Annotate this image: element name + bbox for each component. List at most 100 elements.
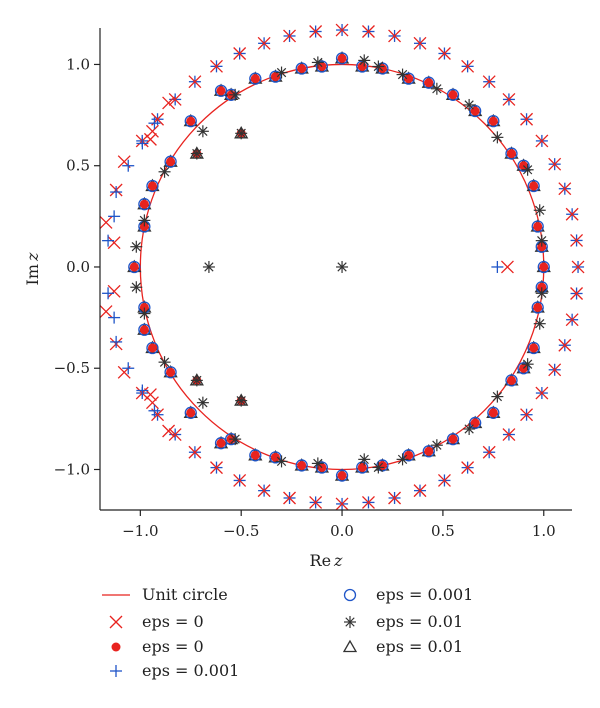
eps-0.001-circle-marker <box>249 72 262 85</box>
eps-0.01-star-marker <box>158 165 171 178</box>
eps-0.001-circle-marker <box>146 341 159 355</box>
eps-0-dot-marker <box>186 408 196 418</box>
eps-0-x-marker <box>257 36 271 50</box>
eps-0.001-circle-marker <box>214 84 228 97</box>
eps-0.001-circle-marker <box>446 432 460 446</box>
eps-0.01-star-marker <box>463 98 476 111</box>
eps-0-dot-marker <box>488 408 498 418</box>
eps-0.001-circle-marker <box>335 52 349 65</box>
eps-0-x-marker <box>535 134 549 148</box>
eps-0.001-circle-marker <box>422 76 435 89</box>
eps-0-x-marker <box>210 59 223 73</box>
eps-0-dot-marker <box>529 343 539 353</box>
eps-0-dot-marker <box>147 181 157 191</box>
eps-0.001-circle-marker <box>487 406 500 419</box>
legend-item: eps = 0.01 <box>342 637 463 656</box>
eps-0.01-star-marker <box>311 457 324 470</box>
legend-marker-circle <box>343 588 357 602</box>
eps-0.001-plus-marker <box>491 260 504 273</box>
eps-0.001-circle-marker <box>531 301 544 314</box>
eps-0-x-marker <box>413 484 427 498</box>
legend-marker-plus <box>110 665 122 677</box>
eps-0-dot-marker <box>404 74 414 84</box>
eps-0-dot-marker <box>533 221 543 231</box>
eps-0-x-marker <box>335 23 349 37</box>
eps-0-dot-marker <box>147 343 157 353</box>
eps-0-x-marker <box>535 386 549 400</box>
eps-0-dot-marker <box>216 438 226 448</box>
eps-0-dot-marker <box>529 181 539 191</box>
eps-0-x-marker <box>145 124 159 138</box>
eps-0.001-plus-marker <box>110 186 123 199</box>
eps-0.01-star-marker <box>491 390 504 403</box>
eps-0-dot-marker <box>539 262 549 272</box>
eps-0-x-marker <box>565 313 579 327</box>
eps-0-dot-marker <box>139 221 149 231</box>
eps-0.01-star-marker <box>336 260 349 273</box>
eps-0-dot-marker <box>129 262 139 272</box>
eps-0-x-marker <box>520 408 534 422</box>
eps-0.01-star-marker <box>358 54 371 67</box>
x-tick-label: 0.5 <box>431 522 455 540</box>
eps-0-x-marker <box>168 92 182 106</box>
eps-0.01-star-marker <box>190 374 203 387</box>
legend-marker-star <box>344 616 356 628</box>
eps-0.001-circle-marker <box>531 220 544 233</box>
x-tick-label: −0.5 <box>223 522 259 540</box>
eps-0.01-star-marker <box>275 66 288 79</box>
eps-0-x-marker <box>162 424 176 438</box>
eps-0-x-marker <box>309 25 323 38</box>
eps-0-x-marker <box>233 47 247 60</box>
eps-0-dot-marker <box>337 471 347 481</box>
x-tick-label: −1.0 <box>122 522 158 540</box>
legend: Unit circle eps = 0 eps = 0 eps = 0.001 eps … <box>102 585 473 680</box>
eps-0-dot-marker <box>506 149 516 159</box>
legend-marker-dot <box>111 642 121 652</box>
eps-0-x-marker <box>482 75 496 89</box>
y-tick-label: 0.0 <box>66 258 90 276</box>
eps-0.01-star-marker <box>138 307 151 320</box>
eps-0-dot-marker <box>448 90 458 100</box>
eps-0.001-plus-marker <box>148 404 161 417</box>
eps-0-x-marker <box>107 284 121 298</box>
eps-0-x-marker <box>233 473 247 487</box>
eps-0.01-star-marker <box>196 125 209 138</box>
eps-0.001-circle-marker <box>295 62 308 75</box>
axes: −1.0 −0.5 0.0 0.5 1.0 −1.0 −0.5 0.0 0.5 1.0 Re z Imz <box>23 28 572 570</box>
eps-0-x-marker <box>502 92 516 106</box>
legend-item: Unit circle <box>102 585 228 604</box>
eps-0.001-plus-marker <box>122 159 135 172</box>
eps-0.001-plus-marker <box>136 137 149 150</box>
legend-label: eps = 0.001 <box>142 661 239 680</box>
eps-0.01-star-marker <box>396 453 409 466</box>
eps-0.001-circle-marker <box>138 198 151 211</box>
eps-0-x-marker <box>188 75 202 89</box>
eps-0.01-star-marker <box>202 260 215 273</box>
plot-area <box>99 23 585 511</box>
legend-item: eps = 0.001 <box>343 585 473 604</box>
eps-0-dot-marker <box>537 282 547 292</box>
eps-0-dot-marker <box>357 462 367 472</box>
eps-0.01-star-marker <box>311 56 324 69</box>
eps-0.001-circle-marker <box>537 260 550 274</box>
eps-0.001-circle-marker <box>184 406 197 419</box>
eps-0-dot-marker <box>186 116 196 126</box>
eps-0.01-star-marker <box>275 455 288 468</box>
eps-0-x-marker <box>210 461 223 475</box>
eps-0-x-marker <box>309 495 323 509</box>
eps-0.01-star-marker <box>491 131 504 144</box>
eps-0.01-star-marker <box>372 461 385 474</box>
legend-label: eps = 0.01 <box>376 637 463 656</box>
x-tick-label: 1.0 <box>532 522 556 540</box>
eps-0-x-marker <box>335 497 349 511</box>
eps-0.001-plus-marker <box>122 362 135 375</box>
eps-0-dot-marker <box>250 450 260 460</box>
eps-0-x-marker <box>570 287 584 300</box>
eps-0.01-star-marker <box>138 214 151 227</box>
eps-0-dot-marker <box>297 460 307 470</box>
eps-0-x-marker <box>558 338 572 352</box>
eps-0.01-star-marker <box>521 358 534 371</box>
eps-0-x-marker <box>548 363 562 377</box>
eps-0.001-circle-marker <box>164 366 177 379</box>
eps-0-x-marker <box>461 59 475 73</box>
